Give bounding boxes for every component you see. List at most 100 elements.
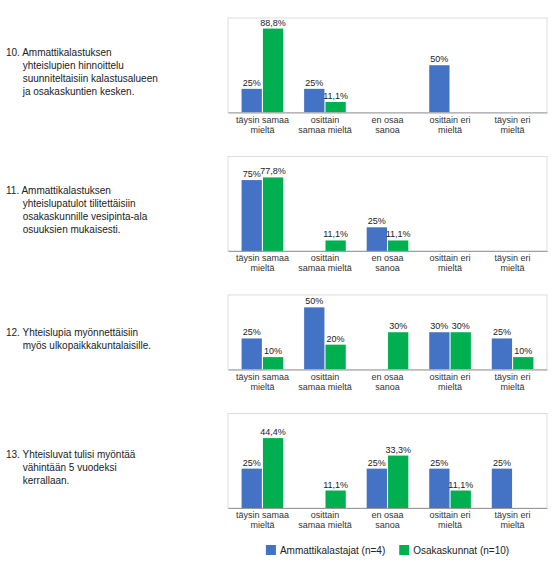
bar [388,112,408,113]
x-tick-label: täysin erimieltä [495,510,531,530]
x-tick-label-line: sanoa [375,263,400,273]
legend: Ammattikalastajat (n=4)Osakaskunnat (n=1… [266,545,509,556]
chart-title-line: osakaskunnille vesipinta-ala [6,211,148,222]
bar [451,491,471,508]
bar [367,112,387,113]
bar [304,89,324,113]
plot-frame [228,414,547,508]
x-axis-line [229,370,548,371]
x-tick-label-line: mieltä [438,382,462,392]
data-label: 33,3% [385,445,411,455]
plot-frame [228,156,547,250]
data-label: 25% [368,216,386,226]
chart-title-line: 10. Ammattikalastuksen [6,46,112,57]
x-tick-label-line: mieltä [501,125,525,135]
x-axis-line [229,251,548,252]
bar [388,456,408,508]
bar [367,369,387,370]
bar [429,65,449,112]
bar [513,250,533,251]
data-label: 11,1% [448,480,473,490]
x-tick-label-line: mieltä [250,382,274,392]
x-tick-label: osittainsamaa mieltä [298,372,352,392]
bar [492,338,512,369]
data-label: 25% [430,458,448,468]
x-tick-label-line: osittain eri [430,253,471,263]
chart-title: 12. Yhteislupia myönnettäisiin myös ulko… [6,326,151,350]
bar [367,469,387,508]
chart-title-line: ja osakaskuntien kesken. [6,85,134,96]
x-tick-label: täysin samaamieltä [236,372,289,392]
x-tick-label: osittain erimieltä [430,510,471,530]
x-axis: täysin samaamieltä osittainsamaa mieltä en… [229,509,548,531]
bar [492,469,512,508]
data-label: 30% [452,321,470,331]
chart-title-line: yhteislupien hinnoittelu [6,59,124,70]
x-tick-label-line: samaa mieltä [298,520,352,530]
x-tick: osittainsamaa mieltä [298,115,352,135]
x-tick-label-line: samaa mieltä [298,382,352,392]
data-label: 11,1% [323,91,348,101]
x-tick-label-line: täysin eri [495,253,531,263]
x-tick-label: en osaasanoa [371,372,403,392]
chart-title-line: myös ulkopaikkakuntalaisille. [6,339,151,350]
x-tick-label-line: osittain eri [430,115,471,125]
x-tick: täysin samaamieltä [236,510,289,530]
x-tick-label: täysin samaamieltä [236,510,289,530]
data-label: 10% [514,346,532,356]
x-tick-label: osittain erimieltä [430,253,471,273]
chart-title-line: vähintään 5 vuodeksi [6,461,117,472]
data-labels: 25%25%50%88,8%11,1% [243,18,449,101]
data-label: 11,1% [323,480,348,490]
x-tick-label-line: täysin samaa [236,115,289,125]
plot-frame [228,295,547,370]
x-tick-label-line: mieltä [250,125,274,135]
x-tick: osittain erimieltä [430,510,471,530]
x-tick: täysin samaamieltä [236,372,289,392]
chart-row: 11. Ammattikalastuksen yhteislupatulot t… [6,156,548,273]
bar [429,250,449,251]
x-tick-label-line: täysin eri [495,115,531,125]
x-tick-label-line: täysin samaa [236,253,289,263]
bar [492,112,512,113]
bar [513,112,533,113]
x-tick-label-line: mieltä [501,382,525,392]
x-tick: täysin erimieltä [495,510,531,530]
legend-item: Osakaskunnat (n=10) [399,545,509,556]
chart-title-line: kerrallaan. [6,474,69,485]
chart-title: 13. Yhteisluvat tulisi myöntää vähintään… [6,448,136,485]
data-label: 50% [305,296,323,306]
data-label: 20% [327,334,345,344]
bar [263,177,283,250]
x-tick: täysin erimieltä [495,115,531,135]
chart-root: 10. Ammattikalastuksen yhteislupien hinn… [0,0,557,564]
x-tick-label-line: osittain eri [430,510,471,520]
x-tick: osittainsamaa mieltä [298,372,352,392]
data-labels: 25%25%25%25%44,4%11,1%33,3%11,1% [243,427,511,489]
chart-title-line: osuuksien mukaisesti. [6,224,121,235]
x-tick-label: en osaasanoa [371,510,403,530]
bar [304,508,324,509]
data-label: 11,1% [323,229,348,239]
x-tick-label-line: osittain [311,510,340,520]
x-tick-label: täysin erimieltä [495,115,531,135]
bar [451,332,471,369]
x-tick-label-line: mieltä [501,520,525,530]
data-label: 75% [243,169,261,179]
x-tick-label-line: samaa mieltä [298,263,352,273]
chart-title-line: 13. Yhteisluvat tulisi myöntää [6,448,136,459]
bar [451,112,471,113]
x-tick: osittainsamaa mieltä [298,253,352,273]
data-label: 25% [243,458,261,468]
data-labels: 25%50%30%25%10%20%30%30%10% [243,296,533,356]
x-tick-label: täysin samaamieltä [236,115,289,135]
x-tick-label-line: en osaa [371,115,403,125]
chart-title: 11. Ammattikalastuksen yhteislupatulot t… [6,185,148,235]
x-tick-label: osittain erimieltä [430,372,471,392]
x-tick-label: en osaasanoa [371,253,403,273]
data-label: 11,1% [386,229,411,239]
x-tick-label: osittain erimieltä [430,115,471,135]
x-tick-label-line: en osaa [371,372,403,382]
x-tick: täysin erimieltä [495,253,531,273]
x-tick-label: osittainsamaa mieltä [298,253,352,273]
